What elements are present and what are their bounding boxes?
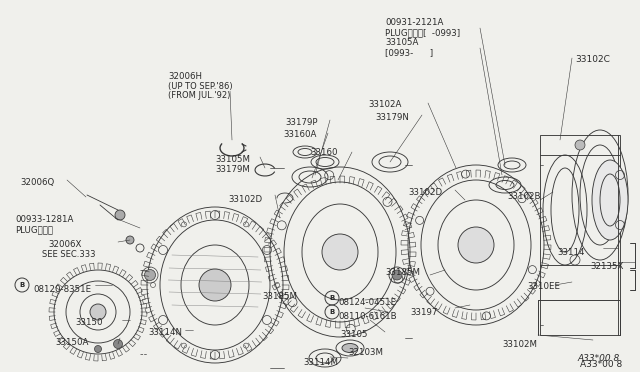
Text: 33179M: 33179M [215, 165, 250, 174]
Ellipse shape [199, 269, 231, 301]
Text: B: B [330, 295, 335, 301]
Text: 33102A: 33102A [368, 100, 401, 109]
Ellipse shape [90, 304, 106, 320]
Text: B: B [19, 282, 24, 288]
Text: 08120-8351E: 08120-8351E [33, 285, 91, 294]
Text: A33*00 8: A33*00 8 [578, 354, 620, 363]
Text: 08124-0451E: 08124-0451E [338, 298, 396, 307]
Ellipse shape [592, 160, 628, 240]
Text: 33102C: 33102C [575, 55, 610, 64]
Text: 33160A: 33160A [283, 130, 316, 139]
Text: 32103M: 32103M [348, 348, 383, 357]
Ellipse shape [458, 227, 494, 263]
Circle shape [95, 346, 102, 353]
Text: 33179N: 33179N [375, 113, 409, 122]
Text: 33102B: 33102B [507, 192, 541, 201]
Text: 33102D: 33102D [228, 195, 262, 204]
Text: 33197: 33197 [410, 308, 437, 317]
Text: B: B [330, 309, 335, 315]
Circle shape [115, 210, 125, 220]
Text: 00933-1281A: 00933-1281A [15, 215, 74, 224]
Text: (UP TO SEP.'86): (UP TO SEP.'86) [168, 82, 232, 91]
Circle shape [575, 140, 585, 150]
Text: PLUGプラグ[  -0993]: PLUGプラグ[ -0993] [385, 28, 460, 37]
Text: 33185M: 33185M [262, 292, 297, 301]
Text: 33114N: 33114N [148, 328, 182, 337]
Bar [540, 135, 620, 335]
Text: 32006H: 32006H [168, 72, 202, 81]
Text: [0993-      ]: [0993- ] [385, 48, 433, 57]
Text: 33114: 33114 [557, 248, 584, 257]
Circle shape [126, 236, 134, 244]
Text: 33102D: 33102D [408, 188, 442, 197]
Ellipse shape [342, 343, 358, 353]
Text: 33102M: 33102M [502, 340, 537, 349]
Text: 33105A: 33105A [385, 38, 419, 47]
Text: 33114M: 33114M [303, 358, 338, 367]
Text: 32006Q: 32006Q [20, 178, 54, 187]
Text: 32006X: 32006X [48, 240, 81, 249]
Text: 3310EE: 3310EE [527, 282, 560, 291]
Text: 33105: 33105 [340, 330, 367, 339]
Circle shape [113, 340, 122, 349]
Text: (FROM JUL.'92): (FROM JUL.'92) [168, 91, 230, 100]
Text: 32135X: 32135X [590, 262, 623, 271]
Circle shape [392, 270, 402, 280]
Text: SEE SEC.333: SEE SEC.333 [42, 250, 95, 259]
Text: PLUGプラグ: PLUGプラグ [15, 225, 53, 234]
Text: 33160: 33160 [310, 148, 337, 157]
Ellipse shape [322, 234, 358, 270]
Text: 00931-2121A: 00931-2121A [385, 18, 444, 27]
Text: 33150: 33150 [75, 318, 102, 327]
Text: A33*00 8: A33*00 8 [580, 360, 622, 369]
Circle shape [145, 269, 156, 280]
Text: 33185M: 33185M [385, 268, 420, 277]
Text: 33105M: 33105M [215, 155, 250, 164]
Text: 08110-6161B: 08110-6161B [338, 312, 397, 321]
Text: 33179P: 33179P [285, 118, 317, 127]
Text: 33150A: 33150A [55, 338, 88, 347]
